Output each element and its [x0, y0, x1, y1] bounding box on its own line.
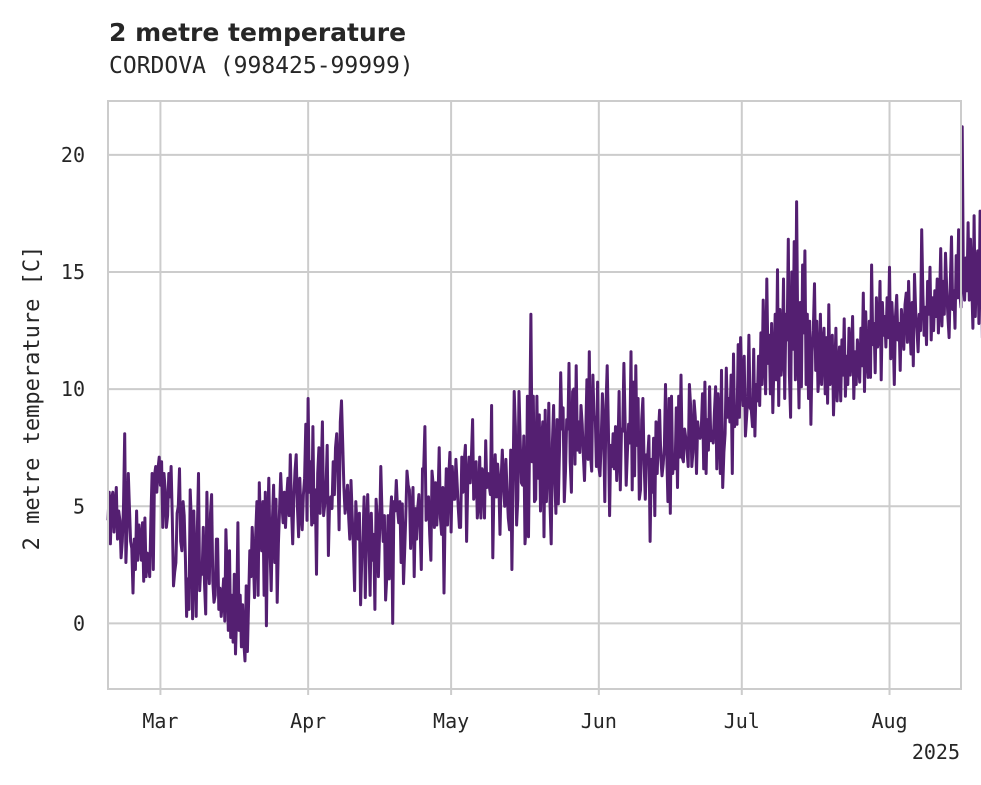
- y-axis-ticks: 0 5 10 15 20: [61, 143, 85, 636]
- x-tick-label: Jun: [581, 709, 617, 733]
- y-tick-label: 15: [61, 260, 85, 284]
- y-tick-label: 5: [73, 494, 85, 518]
- chart-subtitle: CORDOVA (998425-99999): [109, 53, 414, 79]
- plot-area: [106, 125, 981, 663]
- x-tick-label: Aug: [871, 709, 907, 733]
- temperature-series-line: [106, 125, 981, 663]
- x-tick-label: Jul: [724, 709, 760, 733]
- x-tick-label: Mar: [142, 709, 178, 733]
- x-axis-year-label: 2025: [912, 740, 960, 764]
- y-tick-label: 0: [73, 611, 85, 635]
- y-tick-label: 10: [61, 377, 85, 401]
- y-axis-label: 2 metre temperature [C]: [20, 246, 45, 551]
- y-tick-label: 20: [61, 143, 85, 167]
- x-axis-ticks: Mar Apr May Jun Jul Aug: [142, 689, 908, 733]
- x-tick-label: Apr: [290, 709, 326, 733]
- x-tick-label: May: [433, 709, 469, 733]
- plot-frame: [107, 100, 962, 690]
- chart-title: 2 metre temperature: [109, 18, 406, 47]
